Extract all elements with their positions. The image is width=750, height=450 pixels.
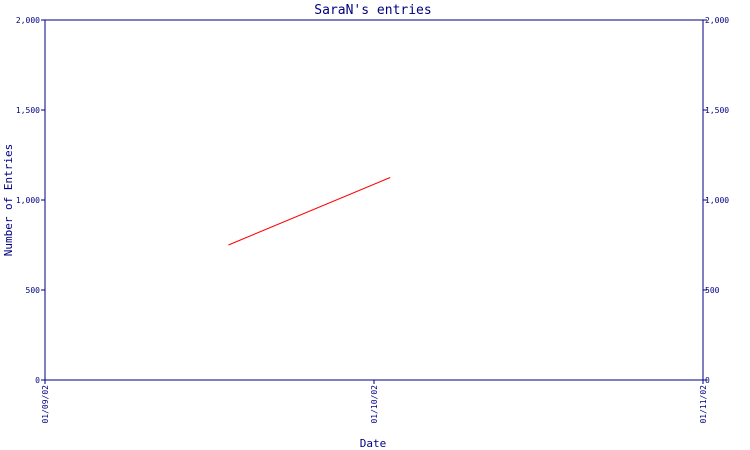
y-axis-left: 0 500 1,000 1,500 2,000	[16, 16, 45, 385]
y-axis-right: 0 500 1,000 1,500 2,000	[703, 16, 729, 385]
x-axis-label: Date	[360, 437, 387, 450]
x-tick-label: 01/09/02	[41, 385, 50, 424]
plot-area	[44, 19, 704, 381]
x-tick-label: 01/11/02	[699, 385, 708, 424]
y-tick-label-right: 500	[705, 286, 720, 295]
y-axis-label: Number of Entries	[2, 144, 15, 257]
y-tick-label-left: 1,000	[16, 196, 40, 205]
x-tick-label: 01/10/02	[370, 385, 379, 424]
y-tick-label-right: 0	[705, 376, 710, 385]
chart-title: SaraN's entries	[314, 3, 431, 18]
y-tick-label-right: 2,000	[705, 16, 729, 25]
x-axis: 01/09/02 01/10/02 01/11/02	[41, 380, 708, 424]
series-line	[228, 177, 391, 246]
y-tick-label-right: 1,500	[705, 106, 729, 115]
y-tick-label-left: 500	[26, 286, 41, 295]
y-tick-label-right: 1,000	[705, 196, 729, 205]
series-lines	[228, 177, 391, 246]
y-tick-label-left: 0	[35, 376, 40, 385]
y-tick-label-left: 2,000	[16, 16, 40, 25]
y-tick-label-left: 1,500	[16, 106, 40, 115]
